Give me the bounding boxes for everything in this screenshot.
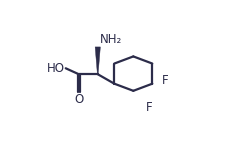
Text: HO: HO — [47, 62, 65, 75]
Text: O: O — [74, 93, 83, 106]
Text: NH₂: NH₂ — [100, 33, 122, 46]
Polygon shape — [95, 47, 100, 74]
Text: F: F — [146, 101, 152, 114]
Text: F: F — [162, 74, 169, 87]
